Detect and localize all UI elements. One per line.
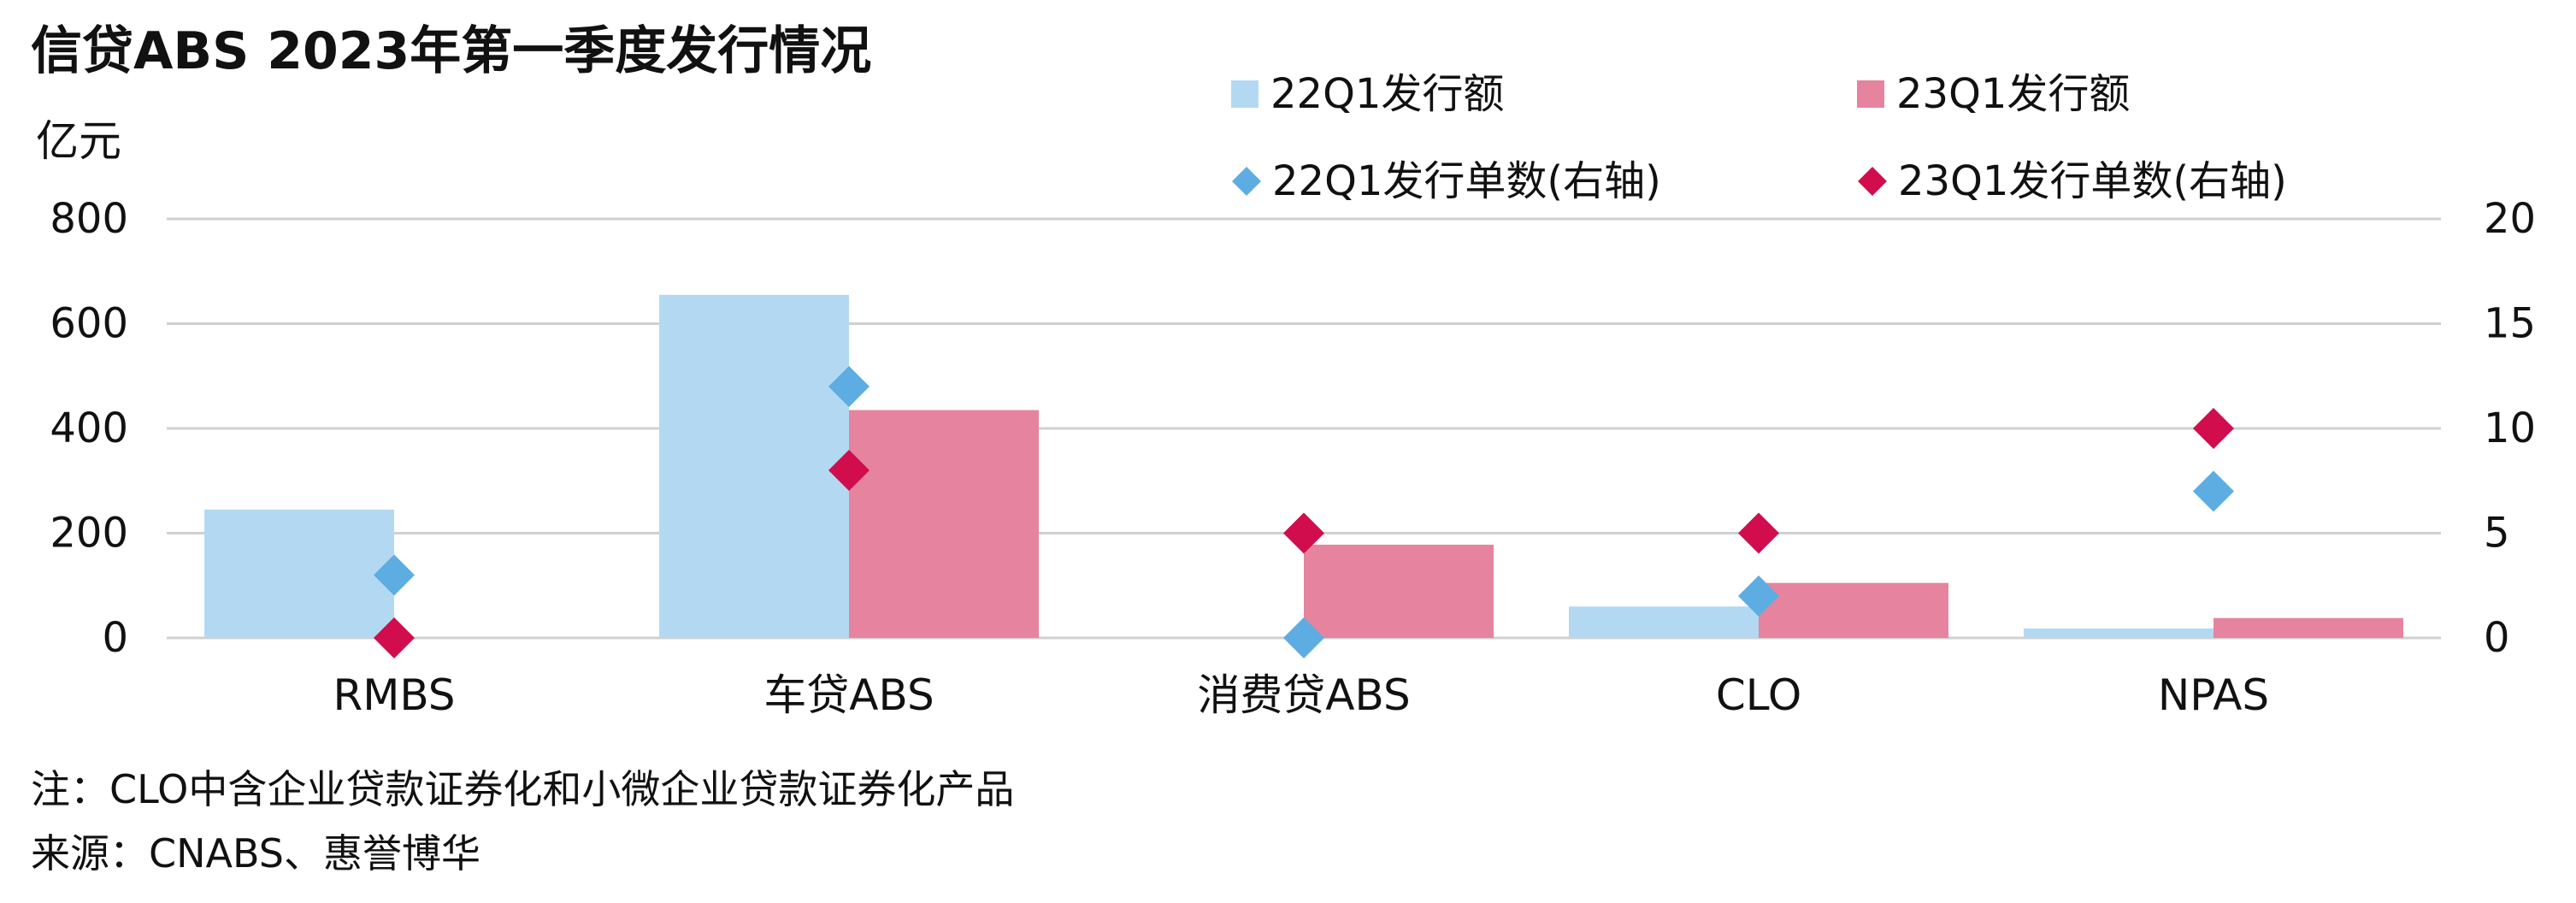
y2-tick-label: 5 <box>2484 510 2510 558</box>
x-tick-label: CLO <box>1716 670 1801 720</box>
y2-tick-label: 15 <box>2484 300 2536 348</box>
legend-swatch-diamond-icon <box>1232 167 1261 196</box>
y-tick-label: 0 <box>102 614 128 662</box>
chart-note: 注：CLO中含企业贷款证券化和小微企业贷款证券化产品 <box>31 766 1015 812</box>
legend-swatch-diamond-icon <box>1858 167 1887 196</box>
bar <box>1304 544 1494 638</box>
point-marker <box>2193 408 2234 449</box>
y-tick-label: 400 <box>50 404 128 452</box>
point-marker <box>1738 512 1779 554</box>
legend-item-23q1-amount: 23Q1发行额 <box>1857 74 2130 115</box>
bar <box>849 410 1039 638</box>
y2-tick-label: 10 <box>2484 404 2536 452</box>
y2-tick-label: 0 <box>2484 614 2510 662</box>
legend-swatch-square-icon <box>1857 80 1884 108</box>
point-marker <box>374 617 415 658</box>
bar <box>1569 606 1759 638</box>
legend-label: 22Q1发行单数(右轴) <box>1272 157 1661 205</box>
bar <box>204 509 394 638</box>
y2-tick-label: 20 <box>2484 195 2536 243</box>
y-axis-unit: 亿元 <box>36 116 121 166</box>
y-tick-label: 800 <box>50 195 128 243</box>
x-tick-label: NPAS <box>2158 670 2269 720</box>
legend-label: 23Q1发行单数(右轴) <box>1898 157 2287 205</box>
point-marker <box>828 366 869 407</box>
point-marker <box>1283 617 1324 658</box>
bar <box>1759 582 1948 638</box>
legend-swatch-square-icon <box>1231 80 1259 108</box>
chart-title: 信贷ABS 2023年第一季度发行情况 <box>31 21 872 81</box>
point-marker <box>1738 575 1779 617</box>
bar <box>2024 628 2213 638</box>
bar <box>2213 617 2403 638</box>
legend-item-22q1-amount: 22Q1发行额 <box>1231 74 1504 115</box>
point-marker <box>2193 470 2234 512</box>
y-tick-label: 600 <box>50 300 128 348</box>
x-tick-label: 车贷ABS <box>763 670 934 720</box>
legend-item-22q1-count: 22Q1发行单数(右轴) <box>1231 161 1661 202</box>
legend-label: 22Q1发行额 <box>1270 70 1505 118</box>
bar <box>659 294 849 638</box>
x-tick-label: 消费贷ABS <box>1197 670 1410 720</box>
chart-source: 来源：CNABS、惠誉博华 <box>31 830 480 876</box>
point-marker <box>828 450 869 491</box>
point-marker <box>1283 512 1324 554</box>
legend-item-23q1-count: 23Q1发行单数(右轴) <box>1857 161 2287 202</box>
legend-label: 23Q1发行额 <box>1896 70 2131 118</box>
y-tick-label: 200 <box>50 510 128 558</box>
x-tick-label: RMBS <box>333 670 455 720</box>
point-marker <box>374 554 415 596</box>
